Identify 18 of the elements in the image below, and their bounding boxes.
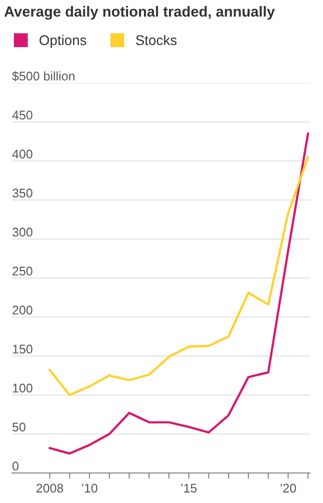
y-tick-label: $500 billion: [12, 71, 74, 82]
y-tick-label: 350: [12, 188, 32, 198]
legend-label: Stocks: [136, 34, 177, 46]
y-tick-label: 300: [12, 228, 32, 237]
x-tick-label: 2008: [36, 484, 64, 493]
x-tick-label: ’10: [82, 484, 98, 493]
y-tick-label: 150: [12, 344, 32, 354]
x-tick-label: ’20: [280, 484, 296, 493]
y-tick-label: 200: [12, 306, 32, 315]
y-tick-label: 100: [12, 384, 32, 393]
y-tick-label: 50: [12, 422, 26, 432]
y-tick-label: 400: [12, 150, 32, 159]
y-tick-label: 0: [12, 462, 18, 471]
y-tick-label: 450: [12, 110, 32, 120]
y-tick-label: 250: [12, 266, 32, 276]
legend-label: Options: [40, 34, 86, 48]
x-tick-label: ’15: [181, 484, 197, 493]
chart-title: Average daily notional traded, annually: [4, 6, 275, 20]
